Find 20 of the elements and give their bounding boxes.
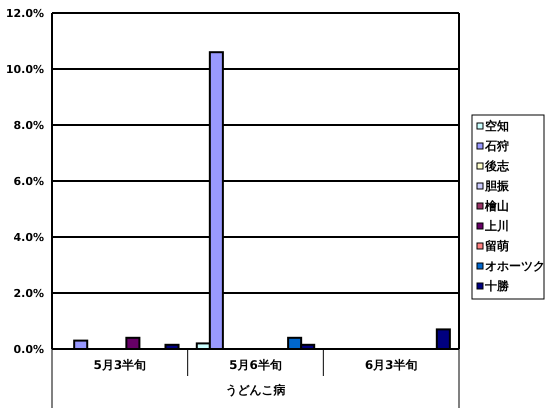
x-axis-title: うどんこ病: [226, 383, 286, 398]
legend-label: 留萌: [485, 239, 509, 254]
legend-label: 空知: [485, 119, 509, 134]
legend-label: 胆振: [484, 179, 510, 194]
y-tick-label: 12.0%: [6, 6, 44, 20]
legend-label: オホーツク: [485, 259, 545, 274]
y-tick-label: 8.0%: [13, 118, 44, 132]
y-tick-label: 6.0%: [13, 174, 44, 188]
legend-label: 上川: [484, 219, 509, 234]
y-tick-label: 0.0%: [13, 342, 44, 356]
x-tick-label: 6月3半旬: [364, 358, 418, 372]
y-tick-label: 4.0%: [13, 230, 44, 244]
y-tick-label: 10.0%: [6, 62, 44, 76]
legend-label: 檜山: [484, 199, 509, 214]
legend-label: 石狩: [484, 139, 509, 154]
x-tick-label: 5月6半旬: [229, 358, 282, 372]
y-tick-label: 2.0%: [13, 286, 44, 300]
legend-label: 十勝: [484, 279, 510, 294]
legend-label: 後志: [484, 159, 510, 174]
x-tick-label: 5月3半旬: [93, 358, 146, 372]
